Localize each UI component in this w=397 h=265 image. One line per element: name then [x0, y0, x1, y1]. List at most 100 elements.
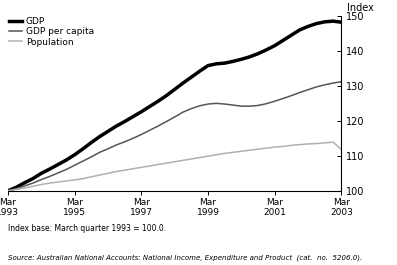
- GDP: [131, 115, 135, 118]
- GDP per capita: [322, 83, 327, 86]
- Population: [147, 164, 152, 167]
- Population: [206, 154, 210, 158]
- Population: [281, 145, 285, 148]
- Population: [122, 169, 127, 172]
- Population: [297, 143, 302, 146]
- GDP: [306, 25, 310, 28]
- GDP per capita: [222, 103, 227, 106]
- GDP per capita: [97, 151, 102, 154]
- Population: [22, 186, 27, 189]
- GDP: [31, 177, 35, 180]
- Text: Source: Australian National Accounts: National Income, Expenditure and Product  : Source: Australian National Accounts: Na…: [8, 255, 362, 261]
- Population: [114, 170, 119, 173]
- GDP: [114, 125, 119, 128]
- GDP per capita: [256, 104, 260, 107]
- GDP: [289, 34, 294, 37]
- Population: [139, 166, 144, 169]
- Line: GDP per capita: GDP per capita: [8, 82, 341, 191]
- Line: GDP: GDP: [8, 21, 341, 191]
- Population: [197, 156, 202, 159]
- Population: [164, 162, 169, 165]
- GDP: [81, 147, 85, 151]
- GDP per capita: [214, 102, 219, 105]
- Population: [72, 178, 77, 182]
- GDP per capita: [164, 120, 169, 123]
- Population: [189, 157, 194, 161]
- GDP per capita: [156, 125, 160, 128]
- GDP per capita: [89, 155, 94, 158]
- GDP: [122, 120, 127, 123]
- GDP: [272, 44, 277, 47]
- GDP: [14, 186, 19, 189]
- Population: [222, 152, 227, 155]
- GDP: [214, 62, 219, 65]
- GDP per capita: [289, 94, 294, 97]
- GDP: [6, 189, 10, 192]
- Population: [39, 183, 44, 186]
- GDP per capita: [56, 171, 60, 175]
- Text: Index: Index: [347, 3, 374, 13]
- Population: [247, 149, 252, 152]
- GDP per capita: [239, 105, 244, 108]
- GDP per capita: [64, 168, 69, 171]
- Population: [256, 148, 260, 151]
- GDP: [206, 64, 210, 67]
- GDP per capita: [189, 107, 194, 110]
- GDP per capita: [314, 85, 319, 89]
- GDP: [139, 110, 144, 113]
- GDP: [222, 61, 227, 65]
- GDP per capita: [172, 115, 177, 118]
- GDP: [339, 21, 344, 24]
- Population: [272, 145, 277, 149]
- Population: [322, 141, 327, 144]
- Population: [181, 159, 185, 162]
- Population: [6, 189, 10, 192]
- GDP: [247, 55, 252, 58]
- GDP per capita: [181, 111, 185, 114]
- GDP per capita: [14, 187, 19, 190]
- Population: [97, 174, 102, 177]
- GDP: [47, 167, 52, 171]
- GDP per capita: [247, 105, 252, 108]
- GDP per capita: [331, 81, 335, 85]
- Legend: GDP, GDP per capita, Population: GDP, GDP per capita, Population: [9, 17, 94, 47]
- Population: [314, 142, 319, 145]
- Population: [289, 144, 294, 147]
- GDP: [264, 48, 269, 51]
- GDP: [239, 58, 244, 61]
- Population: [81, 177, 85, 180]
- Line: Population: Population: [8, 142, 341, 191]
- GDP: [89, 141, 94, 144]
- GDP per capita: [339, 80, 344, 83]
- GDP: [22, 181, 27, 184]
- GDP: [189, 76, 194, 79]
- GDP: [231, 60, 235, 63]
- GDP: [181, 81, 185, 85]
- GDP: [56, 163, 60, 166]
- GDP per capita: [81, 160, 85, 163]
- GDP per capita: [122, 140, 127, 143]
- GDP: [147, 105, 152, 108]
- GDP: [64, 158, 69, 162]
- Population: [56, 180, 60, 184]
- Population: [156, 163, 160, 166]
- GDP per capita: [22, 184, 27, 188]
- GDP: [197, 70, 202, 73]
- GDP per capita: [139, 133, 144, 136]
- Population: [306, 142, 310, 145]
- GDP: [314, 22, 319, 25]
- Population: [264, 147, 269, 150]
- Population: [339, 148, 344, 151]
- Text: Index base: March quarter 1993 = 100.0.: Index base: March quarter 1993 = 100.0.: [8, 224, 166, 233]
- GDP per capita: [281, 97, 285, 100]
- GDP per capita: [39, 178, 44, 181]
- GDP: [72, 153, 77, 156]
- GDP per capita: [306, 88, 310, 91]
- Population: [331, 141, 335, 144]
- GDP: [156, 100, 160, 103]
- GDP: [97, 135, 102, 138]
- Population: [106, 172, 110, 175]
- Population: [239, 150, 244, 153]
- Population: [214, 153, 219, 156]
- GDP: [172, 88, 177, 91]
